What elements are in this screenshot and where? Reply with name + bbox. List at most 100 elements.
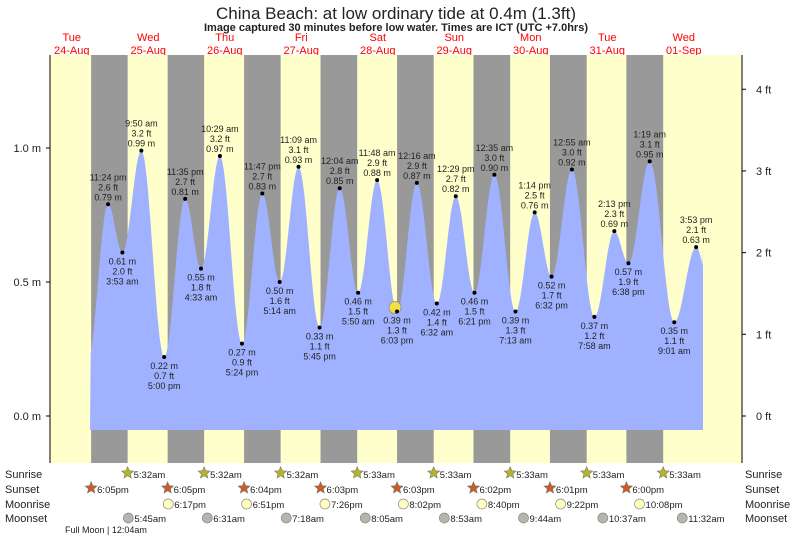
tide-point: [239, 341, 244, 346]
sunset-time: 6:00pm: [632, 485, 664, 496]
tide-label: 1.1 ft: [310, 342, 331, 352]
tide-label: 11:48 am: [359, 148, 396, 158]
tide-label: 12:29 pm: [437, 164, 475, 174]
moonrise-icon: [319, 498, 331, 510]
tide-point: [199, 266, 204, 271]
tide-point: [492, 172, 497, 177]
tide-label: 11:09 am: [280, 135, 317, 145]
tide-label: 2.9 ft: [407, 161, 428, 171]
day-name: Tue: [62, 32, 81, 44]
sunset-icon: [84, 481, 98, 494]
day-date: 30-Aug: [513, 45, 548, 57]
y-tick-label-right: 4 ft: [756, 84, 771, 96]
moonset-time: 5:45am: [134, 514, 166, 525]
tide-point: [612, 229, 617, 234]
chart-title: China Beach: at low ordinary tide at 0.4…: [216, 4, 576, 23]
sunrise-time: 5:32am: [134, 470, 166, 481]
tide-label: 2:13 pm: [598, 199, 631, 209]
tide-label: 0.50 m: [266, 286, 294, 296]
tide-label: 5:24 pm: [226, 368, 259, 378]
tide-point: [317, 325, 322, 330]
tide-label: 5:14 am: [263, 306, 296, 316]
tide-label: 4:33 am: [185, 293, 218, 303]
tide-point: [106, 202, 111, 207]
moonset-icon: [518, 512, 529, 524]
tide-point: [626, 261, 631, 266]
sunset-time: 6:05pm: [174, 485, 206, 496]
tide-label: 1.2 ft: [584, 331, 605, 341]
sunset-time: 6:02pm: [479, 485, 511, 496]
row-label-sunrise: Sunrise: [5, 469, 42, 481]
tide-label: 1.5 ft: [464, 307, 485, 317]
sunset-icon: [390, 481, 404, 494]
moonset-icon: [201, 512, 213, 524]
tide-label: 2.5 ft: [525, 190, 546, 200]
moonrise-icon: [162, 498, 174, 510]
row-label-right-sunrise: Sunrise: [745, 469, 782, 481]
tide-label: 3:53 pm: [680, 215, 713, 225]
tide-label: 1.5 ft: [348, 307, 369, 317]
current-time-marker: [388, 301, 402, 314]
sunrise-time: 5:32am: [210, 470, 242, 481]
tide-label: 12:16 am: [398, 151, 436, 161]
tide-point: [356, 290, 361, 295]
moonset-icon: [597, 512, 609, 524]
tide-label: 0.61 m: [109, 257, 137, 267]
moonrise-icon: [634, 498, 645, 510]
tide-point: [694, 245, 699, 250]
moonset-icon: [359, 512, 371, 524]
tide-label: 5:50 am: [342, 317, 375, 327]
sunrise-icon: [427, 466, 441, 479]
row-label-right-moonset: Moonset: [745, 513, 787, 525]
moonset-time: 9:44am: [530, 514, 562, 525]
moon-phase-label: Full Moon | 12:04am: [65, 525, 147, 535]
tide-label: 0.92 m: [558, 157, 586, 167]
tide-point: [434, 301, 439, 306]
tide-label: 3.1 ft: [289, 145, 310, 155]
tide-label: 7:13 am: [499, 335, 532, 345]
tide-point: [532, 210, 537, 215]
tide-label: 6:21 pm: [458, 317, 491, 327]
tide-label: 2.7 ft: [252, 172, 273, 182]
tide-label: 0.79 m: [94, 192, 122, 202]
tide-label: 0.87 m: [403, 171, 431, 181]
sunset-time: 6:03pm: [327, 485, 359, 496]
chart-subtitle: Image captured 30 minutes before low wat…: [204, 22, 588, 34]
sunset-icon: [237, 481, 251, 494]
moonset-icon: [438, 512, 450, 524]
moonset-time: 6:31am: [213, 514, 245, 525]
tide-labels: 11:24 pm2.6 ft0.79 m 0.61 m2.0 ft3:53 am 9…: [90, 119, 713, 391]
tide-label: 0.81 m: [171, 187, 199, 197]
tide-label: 6:03 pm: [381, 335, 414, 345]
tide-area: [90, 150, 703, 430]
tide-label: 6:32 am: [421, 327, 454, 337]
tide-label: 0.9 ft: [232, 358, 253, 368]
moonset-time: 11:32am: [688, 514, 724, 525]
tide-label: 0.39 m: [502, 315, 530, 325]
moonset-icon: [676, 512, 688, 524]
tide-label: 0.88 m: [363, 168, 391, 178]
tide-label: 7:58 am: [578, 341, 611, 351]
sunrise-icon: [197, 466, 211, 479]
tide-point: [395, 309, 400, 314]
row-label-sunset: Sunset: [5, 484, 39, 496]
tide-label: 11:47 pm: [244, 162, 281, 172]
moonrise-time: 6:51pm: [253, 500, 285, 511]
tide-label: 2.3 ft: [604, 209, 625, 219]
day-date: 26-Aug: [207, 45, 242, 57]
axes: 0.0 m 0.5 m 1.0 m 0 ft 1 ft 2 ft 3 ft 4 ft: [13, 55, 771, 463]
moonrise-time: 10:08pm: [646, 500, 683, 511]
tide-point: [260, 191, 265, 196]
row-label-right-sunset: Sunset: [745, 484, 779, 496]
day-headers: Tue24-AugWed25-AugThu26-AugFri27-AugSat2…: [54, 32, 701, 57]
tide-label: 3.0 ft: [562, 147, 583, 157]
sunrise-time: 5:33am: [593, 470, 625, 481]
tide-label: 9:50 am: [125, 119, 158, 129]
tide-label: 0.97 m: [206, 144, 234, 154]
day-date: 28-Aug: [360, 45, 395, 57]
moonset-time: 10:37am: [609, 514, 646, 525]
tide-label: 0.63 m: [682, 235, 710, 245]
tide-point: [513, 309, 518, 314]
tide-point: [414, 180, 419, 185]
moonrise-icon: [241, 498, 252, 510]
